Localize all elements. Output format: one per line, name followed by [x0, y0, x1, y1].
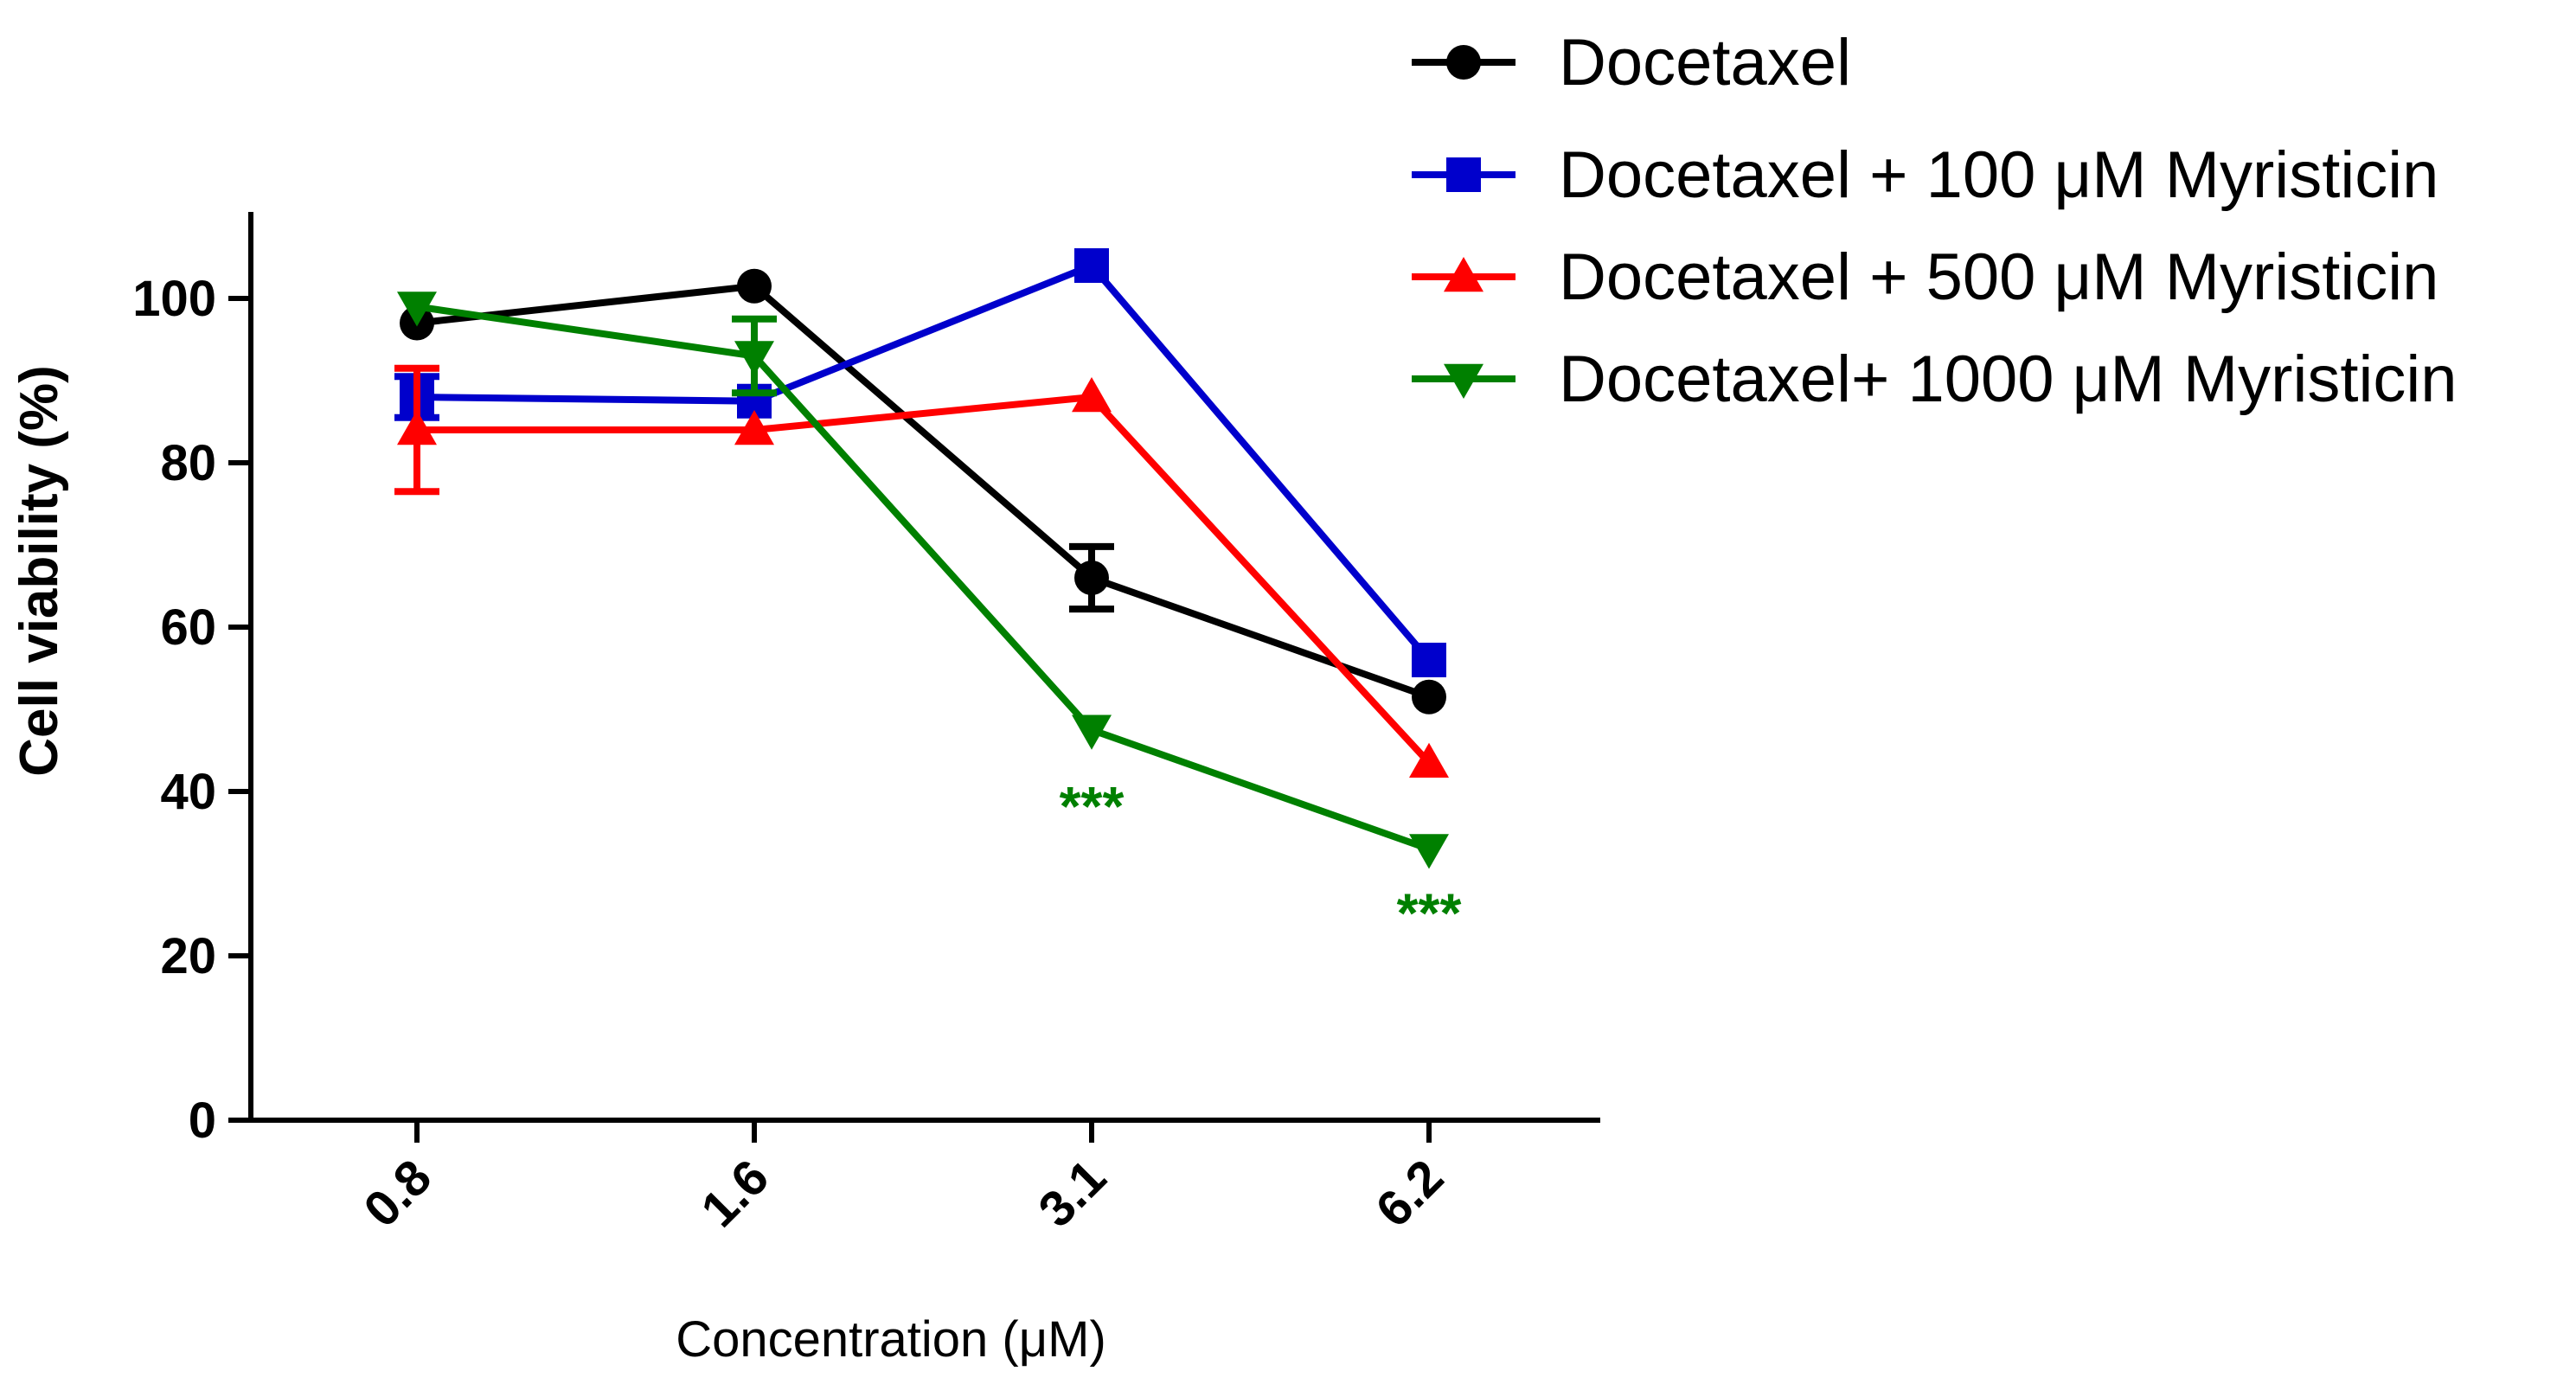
- data-point: [734, 341, 774, 376]
- y-tick-label: 20: [160, 928, 216, 984]
- significance-annotation: ***: [1060, 775, 1125, 837]
- data-point: [397, 410, 437, 445]
- legend-label: Docetaxel+ 1000 μM Myristicin: [1559, 343, 2457, 416]
- legend-entry: Docetaxel + 500 μM Myristicin: [1412, 240, 2438, 314]
- x-axis-label: Concentration (μM): [676, 1311, 1106, 1368]
- legend-marker: [1446, 45, 1481, 80]
- annotations: *** ***: [1060, 775, 1462, 945]
- legend-entry: Docetaxel+ 1000 μM Myristicin: [1412, 343, 2457, 416]
- x-tick-label: 6.2: [1365, 1149, 1454, 1238]
- series-line: [417, 393, 1432, 766]
- y-tick-label: 60: [160, 599, 216, 656]
- x-tick-label: 1.6: [690, 1149, 779, 1238]
- data-point: [1072, 377, 1112, 413]
- series-4: [397, 292, 1449, 869]
- data-point: [397, 292, 437, 327]
- legend-entry: Docetaxel + 100 μM Myristicin: [1412, 138, 2438, 212]
- legend-marker: [1446, 157, 1481, 192]
- significance-annotation: ***: [1397, 882, 1462, 945]
- data-point: [1409, 834, 1449, 869]
- legend-label: Docetaxel + 100 μM Myristicin: [1559, 138, 2438, 212]
- data-point: [1412, 643, 1446, 677]
- x-tick-label: 3.1: [1028, 1149, 1117, 1238]
- legend: Docetaxel Docetaxel + 100 μM Myristicin Do…: [1412, 26, 2457, 416]
- axes: 0 20 40 60 80 100 0.8 1.6 3.1 6.2: [132, 212, 1600, 1238]
- y-tick-label: 80: [160, 435, 216, 491]
- series-1: [400, 268, 1446, 714]
- data-point: [1074, 561, 1109, 595]
- data-point: [1409, 742, 1449, 778]
- legend-marker: [1444, 363, 1483, 399]
- y-tick-label: 0: [189, 1092, 216, 1149]
- data-point: [734, 410, 774, 445]
- series-3: [394, 364, 1449, 778]
- x-tick-label: 0.8: [353, 1149, 442, 1238]
- y-axis-label: Cell viability (%): [10, 365, 69, 776]
- series-line: [416, 303, 1431, 853]
- legend-entry: Docetaxel: [1412, 26, 1851, 99]
- data-point: [1072, 714, 1112, 750]
- series-line: [416, 261, 1432, 663]
- data-point: [737, 268, 772, 304]
- series-layer: [394, 248, 1449, 869]
- y-tick-label: 100: [132, 271, 216, 327]
- legend-label: Docetaxel + 500 μM Myristicin: [1559, 240, 2438, 314]
- data-point: [1074, 248, 1109, 283]
- y-tick-label: 40: [160, 764, 216, 820]
- series-line: [416, 282, 1431, 701]
- legend-label: Docetaxel: [1559, 26, 1851, 99]
- legend-marker: [1444, 257, 1483, 292]
- data-point: [1412, 679, 1446, 714]
